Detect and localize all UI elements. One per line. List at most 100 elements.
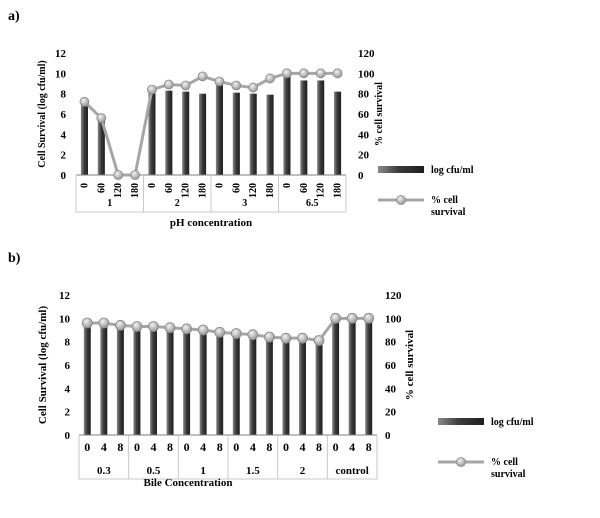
survival-line	[83, 71, 338, 177]
survival-marker	[163, 79, 174, 90]
survival-marker	[230, 328, 242, 339]
y2-tick-label: 60	[358, 109, 370, 121]
legend-bar-swatch	[378, 166, 424, 173]
legend-line-marker	[396, 195, 406, 205]
bar	[216, 334, 224, 435]
legend-label-bars: log cfu/ml	[431, 165, 474, 176]
bar	[148, 90, 156, 175]
survival-marker	[248, 82, 259, 93]
y2-tick-label: 40	[385, 383, 397, 395]
bar	[116, 326, 124, 435]
survival-marker	[332, 68, 343, 79]
y-tick-label: 4	[61, 129, 67, 141]
survival-marker	[346, 312, 358, 324]
category-label: 180	[198, 183, 209, 198]
bar	[183, 330, 191, 435]
survival-marker	[96, 113, 107, 123]
bar	[83, 323, 91, 435]
legend-label-bars: log cfu/ml	[491, 417, 534, 428]
category-label: 120	[113, 183, 124, 198]
survival-marker	[164, 322, 176, 334]
y-tick-label: 4	[65, 383, 71, 395]
survival-marker	[180, 80, 191, 91]
category-label: 0	[333, 440, 339, 454]
survival-marker	[81, 317, 93, 329]
group-label: 2	[300, 465, 306, 477]
category-label: 180	[333, 183, 344, 198]
group-label: 6.5	[306, 198, 319, 209]
bar	[165, 90, 173, 175]
survival-marker	[231, 80, 242, 91]
y2-tick-label: 20	[358, 150, 370, 162]
y-tick-label: 2	[65, 407, 71, 419]
category-label: 4	[300, 440, 306, 454]
category-label: 60	[231, 183, 242, 193]
bar	[334, 91, 342, 175]
category-label: 4	[200, 440, 206, 454]
y-tick-label: 8	[65, 337, 71, 349]
bar	[317, 80, 325, 175]
y2-axis-title: % cell survival	[374, 82, 385, 146]
bar	[150, 327, 157, 435]
survival-marker	[265, 73, 275, 84]
survival-marker	[214, 326, 226, 338]
legend-label-line: % cell survival	[431, 195, 466, 218]
survival-marker	[130, 170, 140, 180]
survival-marker	[282, 68, 292, 79]
y-tick-label: 10	[55, 68, 67, 80]
survival-marker	[247, 329, 259, 341]
y2-tick-label: 0	[385, 430, 391, 442]
y-tick-label: 12	[59, 290, 71, 302]
bar	[232, 92, 240, 175]
survival-marker	[98, 317, 110, 329]
category-label: 180	[265, 183, 276, 198]
legend-bar-swatch	[438, 418, 484, 425]
group-label: 0.3	[97, 465, 111, 477]
bar	[315, 341, 323, 435]
y-tick-label: 6	[65, 360, 71, 372]
y-tick-label: 12	[55, 48, 67, 60]
survival-marker	[214, 76, 225, 87]
y-tick-label: 6	[61, 109, 67, 121]
survival-marker	[79, 96, 90, 107]
y2-tick-label: 60	[385, 360, 397, 372]
survival-line	[87, 316, 369, 343]
group-label: 1	[107, 198, 112, 209]
category-label: 8	[316, 440, 322, 454]
legend-line-marker	[456, 457, 466, 467]
y-axis-title: Cell Survival (log cfu/ml)	[37, 60, 48, 168]
bar	[100, 324, 108, 435]
group-label: control	[335, 465, 368, 477]
survival-marker	[147, 84, 157, 95]
category-label: 0	[84, 440, 90, 454]
bar	[133, 326, 141, 435]
bar	[282, 339, 290, 435]
survival-marker	[197, 71, 208, 82]
survival-marker	[313, 335, 325, 346]
group-label: 1.5	[246, 465, 260, 477]
survival-marker	[330, 312, 342, 324]
category-label: 0	[233, 440, 239, 454]
x-axis-title: Bile Concentration	[144, 477, 233, 489]
x-axis-title: pH concentration	[170, 217, 252, 229]
y2-tick-label: 120	[385, 290, 402, 302]
bar	[283, 76, 291, 175]
bar	[300, 80, 308, 175]
survival-marker	[363, 312, 375, 324]
bar	[166, 330, 174, 435]
category-label: 4	[151, 440, 157, 454]
bar	[332, 318, 340, 435]
category-label: 60	[299, 183, 310, 193]
category-label: 60	[96, 183, 107, 193]
bar	[365, 318, 373, 435]
y2-tick-label: 100	[385, 313, 402, 325]
bar	[249, 93, 257, 175]
category-label: 8	[266, 440, 272, 454]
bar	[97, 121, 105, 175]
category-label: 0	[214, 183, 225, 188]
survival-marker	[181, 323, 193, 335]
survival-marker	[197, 324, 209, 336]
survival-marker	[280, 332, 292, 344]
category-label: 0	[147, 183, 158, 188]
